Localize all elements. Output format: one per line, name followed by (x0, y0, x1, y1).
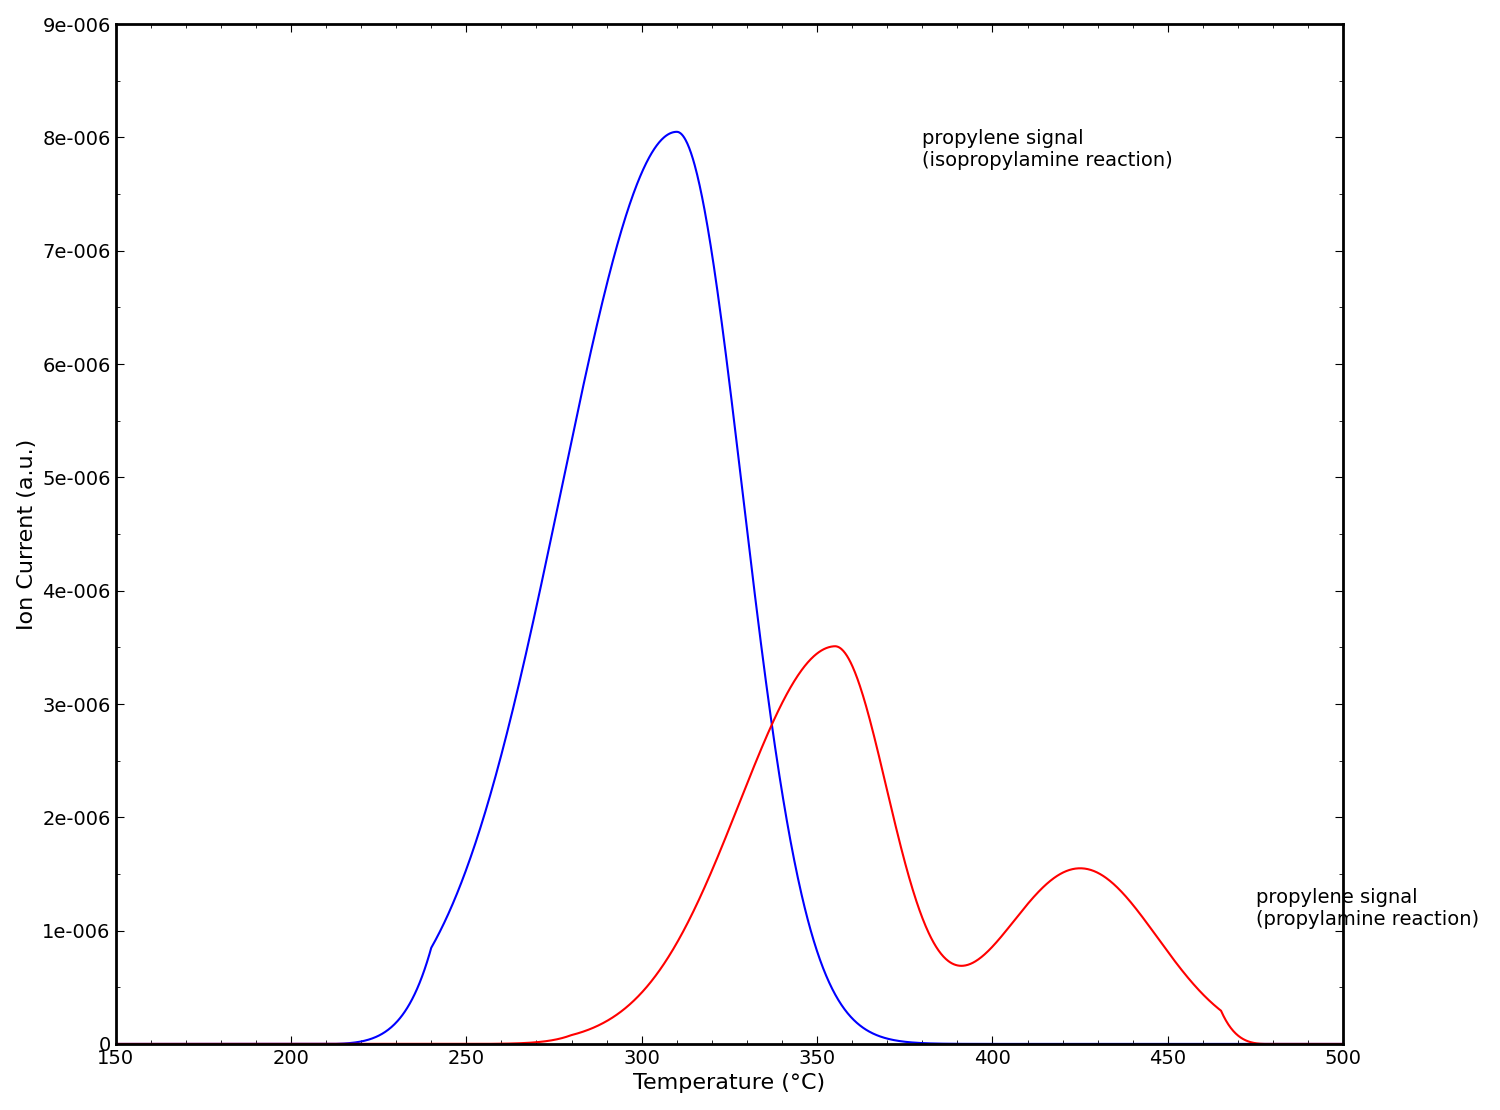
Text: propylene signal
(isopropylamine reaction): propylene signal (isopropylamine reactio… (922, 129, 1173, 170)
X-axis label: Temperature (°C): Temperature (°C) (633, 1073, 825, 1093)
Y-axis label: Ion Current (a.u.): Ion Current (a.u.) (16, 438, 36, 629)
Text: propylene signal
(propylamine reaction): propylene signal (propylamine reaction) (1256, 888, 1479, 929)
